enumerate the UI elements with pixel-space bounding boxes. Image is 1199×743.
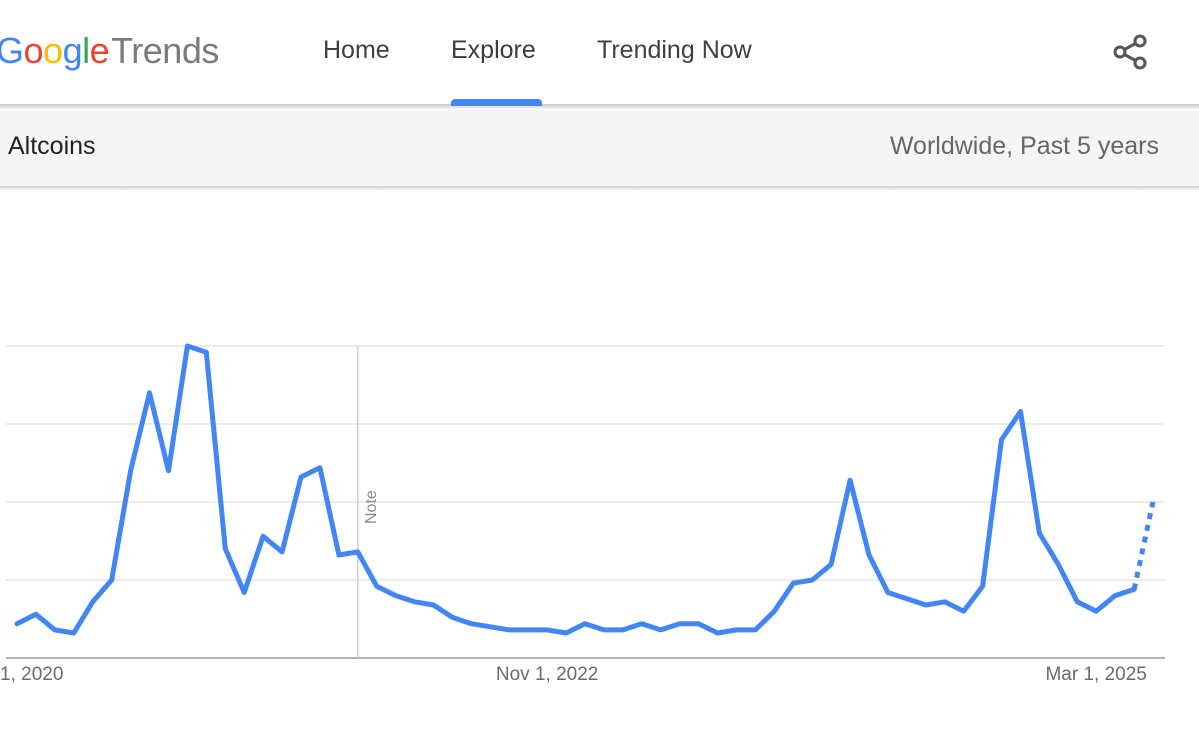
logo-letter: o: [23, 30, 44, 71]
top-bar-shadow: [0, 104, 1199, 110]
nav-explore[interactable]: Explore: [451, 36, 536, 64]
logo-letter: G: [0, 30, 24, 71]
search-term[interactable]: Altcoins: [8, 132, 96, 160]
query-bar-shadow: [0, 186, 1199, 191]
search-scope[interactable]: Worldwide, Past 5 years: [889, 132, 1159, 160]
logo-trends-wordmark: Trends: [111, 30, 219, 71]
x-tick-label: Mar 1, 2025: [1045, 664, 1146, 685]
share-icon[interactable]: [1110, 32, 1150, 72]
series-line-partial: [1131, 501, 1156, 590]
active-tab-indicator: [451, 99, 542, 106]
logo-google-wordmark: Google: [0, 30, 110, 71]
logo-letter: g: [62, 30, 83, 71]
query-bar: [0, 110, 1199, 186]
interest-over-time-chart: Note 1, 2020 Nov 1, 2022 Mar 1, 2025: [0, 343, 1165, 685]
x-tick-label: Nov 1, 2022: [496, 664, 598, 685]
logo-letter: e: [89, 30, 110, 71]
nav-home[interactable]: Home: [323, 36, 390, 64]
logo-letter: l: [82, 30, 90, 71]
series-line: [14, 343, 1137, 636]
top-app-bar: [0, 0, 1199, 106]
nav-trending-now[interactable]: Trending Now: [597, 36, 752, 64]
x-tick-label: 1, 2020: [0, 664, 63, 685]
logo-letter: o: [43, 30, 63, 71]
google-trends-logo[interactable]: GoogleTrends: [0, 30, 219, 78]
note-label: Note: [363, 490, 380, 524]
